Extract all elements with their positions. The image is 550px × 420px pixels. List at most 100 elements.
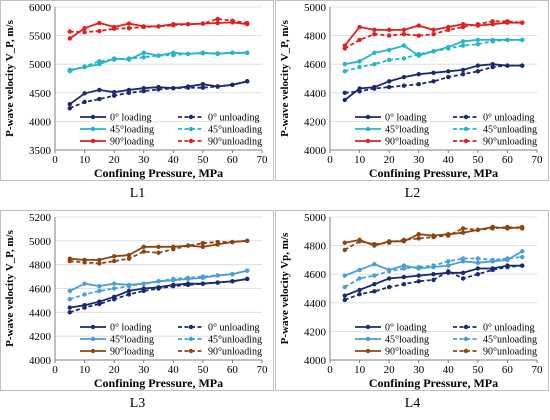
data-point-u90 [245, 238, 250, 244]
data-point-u0 [446, 74, 451, 80]
chart-l2: 4000 4200 4400 4600 4800 5000 0 10 20 30 40 50 60 70 C… [275, 0, 549, 181]
legend-entry-u90: 90°unloading [483, 347, 537, 358]
data-point-l90 [416, 23, 421, 28]
data-point-u0 [431, 277, 436, 283]
data-point-u45 [490, 257, 495, 263]
chart-l1: 3500 4000 4500 5000 5500 6000 0 10 20 30 40 50 60 70 C… [0, 0, 274, 181]
data-point-u0 [200, 281, 206, 286]
data-point-l0 [416, 72, 421, 77]
legend-marker-l90 [365, 348, 371, 354]
legend-entry-u45: 45°unloading [483, 125, 537, 136]
data-point-l0 [460, 67, 466, 73]
data-point-u0 [505, 63, 510, 68]
legend-marker-u0 [188, 324, 194, 330]
data-point-u45 [401, 266, 407, 271]
data-point-u0 [416, 82, 421, 87]
data-point-u90 [171, 246, 176, 252]
legend-entry-u0: 0° unloading [208, 113, 260, 124]
legend-entry-l45: 45°loading [385, 125, 429, 136]
y-tick-label: 3500 [29, 145, 52, 157]
legend-marker-l45 [365, 126, 371, 132]
legend-marker-l90 [90, 138, 96, 144]
y-tick-label: 5500 [29, 31, 52, 43]
data-point-u45 [446, 46, 451, 51]
x-axis-label: Confining Pressure, MPa [94, 166, 223, 180]
data-point-l0 [460, 270, 466, 275]
data-point-l45 [372, 261, 377, 267]
y-tick-label: 5000 [29, 59, 52, 71]
data-point-u0 [386, 84, 392, 90]
data-point-u0 [460, 72, 466, 77]
legend-marker-u0 [463, 114, 469, 120]
data-point-u0 [141, 288, 146, 294]
legend-entry-l0: 0° loading [385, 113, 427, 124]
data-point-l90 [200, 244, 206, 249]
legend-entry-l45: 45°loading [385, 335, 429, 346]
data-point-u45 [460, 256, 466, 261]
data-point-u45 [230, 50, 235, 55]
data-point-u90 [401, 31, 407, 37]
data-point-u45 [200, 274, 206, 279]
data-point-u90 [230, 18, 235, 23]
data-point-l90 [416, 231, 421, 237]
legend-marker-l0 [365, 114, 371, 120]
data-point-u45 [372, 273, 377, 278]
legend-entry-l90: 90°loading [110, 137, 154, 148]
data-point-l0 [475, 266, 481, 271]
data-point-u90 [431, 234, 436, 240]
data-point-u0 [111, 297, 117, 302]
y-axis-label: P-wave velocity V_P, m/s [4, 229, 16, 346]
data-point-u45 [386, 57, 392, 63]
data-point-l0 [431, 272, 436, 277]
data-point-l90 [67, 36, 72, 41]
x-tick-label: 20 [384, 154, 396, 166]
data-point-l90 [156, 244, 161, 249]
x-axis-label: Confining Pressure, MPa [94, 376, 223, 390]
data-point-u45 [505, 37, 510, 43]
chart-panel-l1: 3500 4000 4500 5000 5500 6000 0 10 20 30 40 50 60 70 C… [0, 0, 275, 210]
x-tick-label: 40 [168, 154, 180, 166]
y-axis-label: P-wave velocity Vp, m/s [279, 232, 291, 344]
data-point-l0 [342, 97, 347, 103]
legend-marker-l0 [90, 324, 96, 330]
y-tick-label: 5000 [304, 212, 327, 224]
data-point-l90 [97, 257, 102, 263]
data-point-u0 [520, 63, 525, 68]
data-point-u45 [475, 41, 481, 47]
data-point-l45 [386, 47, 392, 53]
data-point-u0 [67, 106, 72, 111]
data-point-u0 [372, 86, 377, 91]
legend-entry-l90: 90°loading [385, 347, 429, 358]
data-point-l45 [475, 260, 481, 265]
x-axis-label: Confining Pressure, MPa [369, 376, 498, 390]
data-point-u0 [156, 87, 161, 92]
x-tick-label: 20 [109, 154, 121, 166]
x-tick-label: 60 [227, 154, 239, 166]
data-point-l0 [67, 305, 72, 310]
data-point-u45 [156, 279, 161, 284]
data-point-u0 [171, 283, 176, 289]
data-point-u0 [215, 280, 220, 285]
x-tick-label: 0 [327, 154, 333, 166]
data-point-u0 [185, 282, 191, 288]
data-point-u90 [97, 261, 102, 266]
data-point-l90 [111, 254, 117, 259]
data-point-u90 [416, 33, 421, 38]
data-point-u0 [342, 297, 347, 303]
legend-marker-u45 [463, 126, 469, 132]
data-point-l90 [141, 244, 146, 249]
x-tick-label: 60 [502, 154, 514, 166]
data-point-u0 [386, 284, 392, 290]
x-tick-label: 70 [532, 154, 544, 166]
data-point-l90 [97, 20, 102, 26]
data-point-u90 [475, 21, 481, 27]
x-tick-label: 10 [79, 154, 91, 166]
data-point-u90 [82, 260, 87, 265]
legend-entry-u0: 0° unloading [483, 323, 535, 334]
legend-entry-u0: 0° unloading [208, 323, 260, 334]
data-point-u90 [215, 239, 220, 245]
x-axis-label: Confining Pressure, MPa [369, 166, 498, 180]
x-tick-label: 30 [138, 364, 150, 376]
data-point-l90 [431, 27, 436, 33]
data-point-u0 [342, 90, 347, 96]
